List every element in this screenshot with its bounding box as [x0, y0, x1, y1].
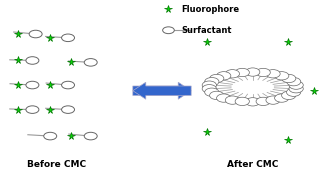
Circle shape [210, 91, 224, 100]
Circle shape [256, 68, 270, 77]
Circle shape [256, 97, 270, 105]
Circle shape [210, 74, 224, 83]
Circle shape [44, 132, 57, 140]
Circle shape [84, 132, 97, 140]
Circle shape [216, 94, 231, 102]
Circle shape [266, 96, 280, 104]
Circle shape [202, 81, 216, 89]
Circle shape [26, 106, 39, 113]
Circle shape [246, 68, 260, 76]
Circle shape [235, 68, 249, 77]
Circle shape [286, 77, 301, 86]
Circle shape [205, 77, 219, 86]
Circle shape [289, 81, 303, 89]
Circle shape [289, 84, 303, 93]
Circle shape [282, 91, 296, 100]
Circle shape [235, 97, 249, 105]
Circle shape [275, 72, 289, 80]
Text: Surfactant: Surfactant [181, 26, 232, 35]
Circle shape [225, 96, 239, 104]
Circle shape [205, 88, 219, 96]
Text: Before CMC: Before CMC [27, 160, 86, 169]
Circle shape [26, 57, 39, 64]
Circle shape [246, 98, 260, 106]
Circle shape [62, 106, 75, 113]
Text: After CMC: After CMC [227, 160, 278, 169]
Circle shape [163, 27, 174, 34]
Circle shape [286, 88, 301, 96]
Circle shape [225, 70, 239, 78]
FancyArrow shape [133, 82, 191, 99]
Circle shape [29, 30, 42, 38]
Circle shape [275, 94, 289, 102]
Circle shape [26, 81, 39, 89]
FancyArrow shape [133, 82, 191, 99]
Circle shape [266, 70, 280, 78]
Text: Fluorophore: Fluorophore [181, 5, 239, 14]
Circle shape [62, 34, 75, 42]
Circle shape [84, 59, 97, 66]
Circle shape [202, 84, 216, 93]
Circle shape [216, 72, 231, 80]
Circle shape [282, 74, 296, 83]
Circle shape [62, 81, 75, 89]
